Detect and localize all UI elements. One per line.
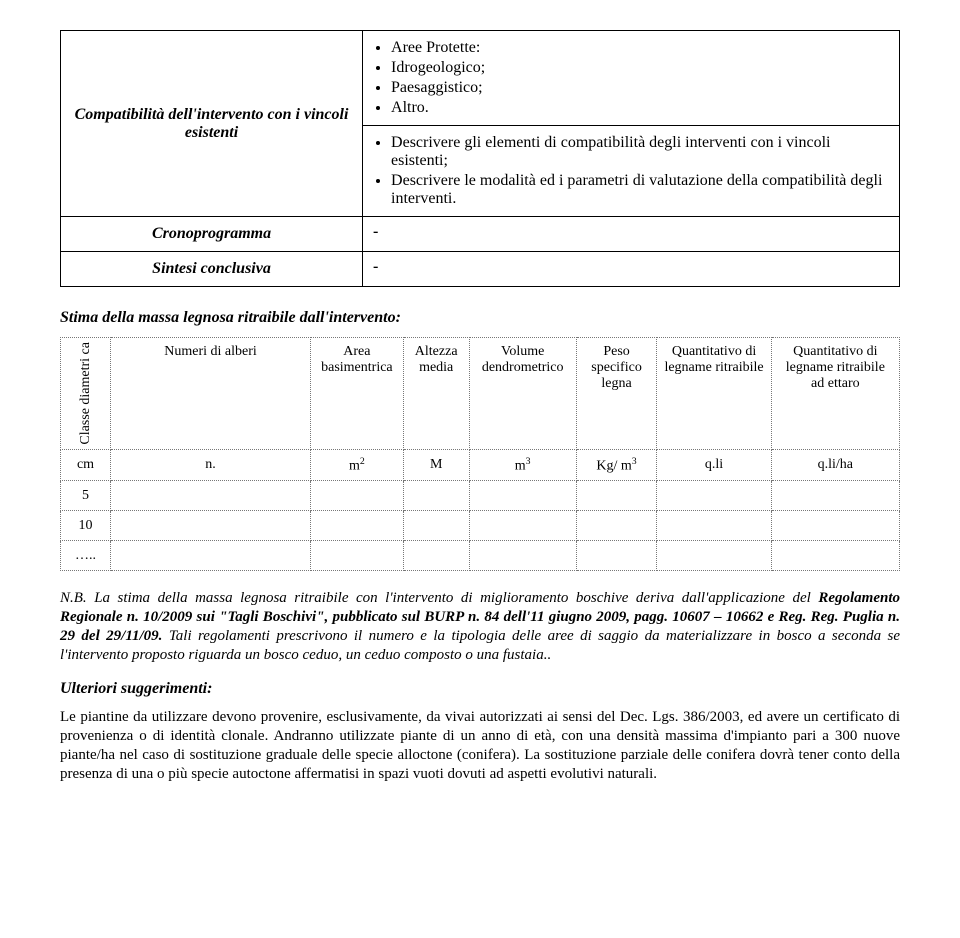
header-row: Classe diametri ca Numeri di alberi Area… (61, 338, 900, 450)
row-label: ….. (61, 541, 111, 571)
bullet-list-aree: Aree Protette: Idrogeologico; Paesaggist… (373, 39, 889, 117)
cell (469, 481, 576, 511)
unit-cell: q.li/ha (771, 449, 899, 481)
cell (771, 511, 899, 541)
col-altezza: Altezza media (403, 338, 469, 450)
col-quant: Quantitativo di legname ritraibile (657, 338, 771, 450)
header-text: Classe diametri ca (76, 338, 96, 449)
header-text: Area basimentrica (321, 344, 393, 375)
bullet-item: Paesaggistico; (391, 79, 889, 97)
spec-row-crono: Cronoprogramma - (61, 217, 900, 252)
cell (576, 481, 657, 511)
cell (469, 541, 576, 571)
stima-table: Classe diametri ca Numeri di alberi Area… (60, 337, 900, 571)
bullet-list-compat: Descrivere gli elementi di compatibilità… (373, 134, 889, 208)
unit-cell: m2 (311, 449, 404, 481)
spec-row-sintesi: Sintesi conclusiva - (61, 252, 900, 287)
ulteriori-paragraph: Le piantine da utilizzare devono proveni… (60, 708, 900, 783)
cell (771, 481, 899, 511)
note-prefix: N.B. La stima della massa legnosa ritrai… (60, 590, 818, 606)
stima-title: Stima della massa legnosa ritraibile dal… (60, 309, 900, 327)
spec-row-aree: Compatibilità dell'intervento con i vinc… (61, 31, 900, 126)
bullet-item: Descrivere gli elementi di compatibilità… (391, 134, 889, 170)
bullet-item: Aree Protette: (391, 39, 889, 57)
header-text: Volume dendrometrico (482, 344, 564, 375)
cell (403, 511, 469, 541)
cell (111, 511, 311, 541)
cell (469, 511, 576, 541)
unit-cell: q.li (657, 449, 771, 481)
col-volume: Volume dendrometrico (469, 338, 576, 450)
label-text: Compatibilità dell'intervento con i vinc… (75, 106, 349, 141)
cell (311, 481, 404, 511)
cell (403, 481, 469, 511)
note-paragraph: N.B. La stima della massa legnosa ritrai… (60, 589, 900, 664)
cell (771, 541, 899, 571)
header-text: Quantitativo di legname ritraibile (664, 344, 763, 375)
unit-row: cm n. m2 M m3 Kg/ m3 q.li q.li/ha (61, 449, 900, 481)
cell (111, 541, 311, 571)
col-peso: Peso specifico legna (576, 338, 657, 450)
spec-label-sintesi: Sintesi conclusiva (61, 252, 363, 287)
col-numeri: Numeri di alberi (111, 338, 311, 450)
cell (311, 541, 404, 571)
unit-cell: n. (111, 449, 311, 481)
row-label: 10 (61, 511, 111, 541)
cell (657, 511, 771, 541)
unit-cell: cm (61, 449, 111, 481)
header-text: Quantitativo di legname ritraibile ad et… (786, 344, 885, 391)
spec-content-crono: - (363, 217, 900, 252)
cell (576, 541, 657, 571)
data-row: 10 (61, 511, 900, 541)
col-classe: Classe diametri ca (61, 338, 111, 450)
spec-label-compatibilita: Compatibilità dell'intervento con i vinc… (61, 31, 363, 217)
cell (657, 481, 771, 511)
label-text: Cronoprogramma (152, 225, 271, 242)
spec-content-sintesi: - (363, 252, 900, 287)
cell (657, 541, 771, 571)
header-text: Altezza media (415, 344, 458, 375)
data-row: ….. (61, 541, 900, 571)
dash-text: - (373, 258, 378, 275)
dash-text: - (373, 223, 378, 240)
bullet-item: Idrogeologico; (391, 59, 889, 77)
ulteriori-title: Ulteriori suggerimenti: (60, 680, 900, 698)
data-row: 5 (61, 481, 900, 511)
spec-label-crono: Cronoprogramma (61, 217, 363, 252)
col-quant-ha: Quantitativo di legname ritraibile ad et… (771, 338, 899, 450)
bullet-item: Altro. (391, 99, 889, 117)
specification-table: Compatibilità dell'intervento con i vinc… (60, 30, 900, 287)
label-text: Sintesi conclusiva (152, 260, 271, 277)
cell (311, 511, 404, 541)
cell (111, 481, 311, 511)
col-area: Area basimentrica (311, 338, 404, 450)
header-text: Numeri di alberi (164, 344, 257, 359)
spec-content-compatibilita: Descrivere gli elementi di compatibilità… (363, 126, 900, 217)
unit-cell: m3 (469, 449, 576, 481)
spec-content-aree: Aree Protette: Idrogeologico; Paesaggist… (363, 31, 900, 126)
unit-cell: M (403, 449, 469, 481)
note-suffix: Tali regolamenti prescrivono il numero e… (60, 628, 900, 663)
row-label: 5 (61, 481, 111, 511)
cell (403, 541, 469, 571)
cell (576, 511, 657, 541)
header-text: Peso specifico legna (591, 344, 642, 391)
bullet-item: Descrivere le modalità ed i parametri di… (391, 172, 889, 208)
unit-cell: Kg/ m3 (576, 449, 657, 481)
